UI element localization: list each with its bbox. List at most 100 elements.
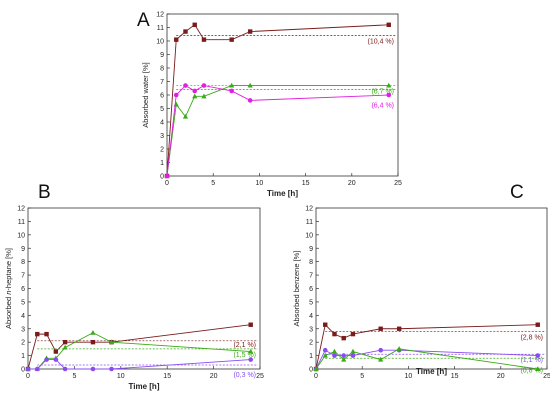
series-line	[28, 332, 251, 370]
x-tick-label: 20	[348, 180, 356, 187]
y-tick-label: 1	[21, 353, 25, 360]
data-point	[350, 353, 356, 358]
data-point	[182, 113, 189, 119]
data-point	[164, 173, 170, 179]
data-point	[322, 352, 328, 358]
y-tick-label: 9	[160, 52, 164, 59]
data-point	[53, 357, 59, 362]
y-tick-label: 11	[157, 25, 164, 32]
series-line	[28, 359, 251, 370]
data-point	[323, 322, 328, 327]
data-point	[247, 29, 253, 34]
x-axis-label: Time [h]	[267, 189, 298, 198]
data-point	[341, 353, 347, 358]
average-label: (2,1 %)	[233, 342, 256, 349]
series-line	[166, 24, 389, 177]
data-point	[247, 82, 253, 88]
data-point	[201, 83, 207, 88]
y-tick-label: 8	[21, 259, 25, 266]
y-tick-label: 1	[309, 353, 313, 360]
data-point	[62, 339, 68, 345]
y-tick-label: 10	[17, 232, 25, 239]
data-point	[248, 357, 254, 362]
data-point	[535, 353, 541, 358]
average-label: (1,5 %)	[233, 352, 256, 359]
y-tick-label: 7	[160, 79, 164, 86]
data-point	[173, 92, 179, 98]
data-point	[174, 37, 179, 42]
series-brown: (2,8 %)	[313, 322, 545, 372]
data-point	[34, 366, 40, 372]
average-label: (6,4 %)	[371, 103, 394, 110]
y-tick-label: 3	[160, 133, 164, 140]
y-tick-label: 7	[21, 273, 25, 280]
data-point	[247, 98, 253, 103]
data-point	[192, 93, 198, 99]
y-tick-label: 8	[309, 259, 313, 266]
data-point	[90, 339, 96, 345]
data-point	[331, 348, 338, 354]
x-axis-label: Time [h]	[129, 382, 160, 391]
y-tick-label: 4	[21, 313, 25, 320]
y-tick-label: 2	[309, 340, 313, 347]
x-tick-label: 10	[405, 373, 413, 380]
data-point	[248, 348, 254, 354]
series-brown: (10,4 %)	[164, 22, 396, 179]
x-tick-label: 25	[394, 180, 402, 187]
x-tick-label: 15	[451, 373, 459, 380]
y-tick-label: 10	[156, 39, 164, 46]
average-label: (10,4 %)	[368, 39, 394, 46]
average-label: (1,1 %)	[520, 357, 543, 364]
data-point	[173, 101, 179, 107]
y-tick-label: 0	[309, 367, 313, 374]
y-tick-label: 6	[21, 286, 25, 293]
data-point	[332, 331, 337, 337]
x-tick-label: 0	[26, 373, 30, 380]
x-tick-label: 25	[256, 373, 264, 380]
y-tick-label: 12	[17, 206, 25, 213]
y-tick-label: 7	[309, 273, 313, 280]
y-axis-label: Absorbed water [%]	[141, 62, 150, 127]
data-point	[386, 82, 392, 88]
y-tick-label: 2	[21, 340, 25, 347]
y-tick-label: 5	[309, 299, 313, 306]
data-point	[378, 326, 383, 331]
series-magenta: (6,4 %)	[164, 83, 396, 179]
y-tick-label: 1	[160, 160, 164, 167]
data-point	[229, 37, 234, 42]
data-point	[386, 92, 392, 98]
data-point	[535, 366, 541, 371]
x-tick-label: 0	[165, 180, 169, 187]
y-tick-label: 0	[21, 367, 25, 374]
plot-frame	[166, 13, 399, 177]
data-point	[183, 29, 188, 34]
y-axis-label: Absorbed benzene [%]	[292, 251, 301, 327]
y-tick-label: 4	[309, 313, 313, 320]
data-point	[25, 366, 31, 372]
data-point	[90, 329, 96, 335]
data-point	[248, 322, 253, 327]
y-axis-label: Absorbed n-heptane [%]	[4, 248, 13, 329]
data-point	[62, 344, 68, 350]
series-violet: (0,3 %)	[25, 357, 258, 379]
x-tick-label: 5	[211, 180, 215, 187]
panel-label: B	[38, 182, 51, 203]
y-tick-label: 10	[305, 232, 313, 239]
data-point	[535, 322, 540, 327]
data-point	[350, 331, 356, 337]
x-tick-label: 25	[543, 373, 550, 380]
data-point	[44, 357, 49, 362]
x-tick-label: 10	[256, 180, 264, 187]
series-line	[315, 348, 538, 370]
y-axis-label-part: -heptane [%]	[4, 248, 13, 291]
x-tick-label: 15	[302, 180, 310, 187]
data-point	[62, 366, 68, 372]
data-point	[386, 22, 391, 27]
data-point	[53, 349, 59, 354]
y-tick-label: 6	[160, 93, 164, 100]
plot-frame	[315, 207, 548, 370]
y-tick-label: 3	[21, 326, 25, 333]
